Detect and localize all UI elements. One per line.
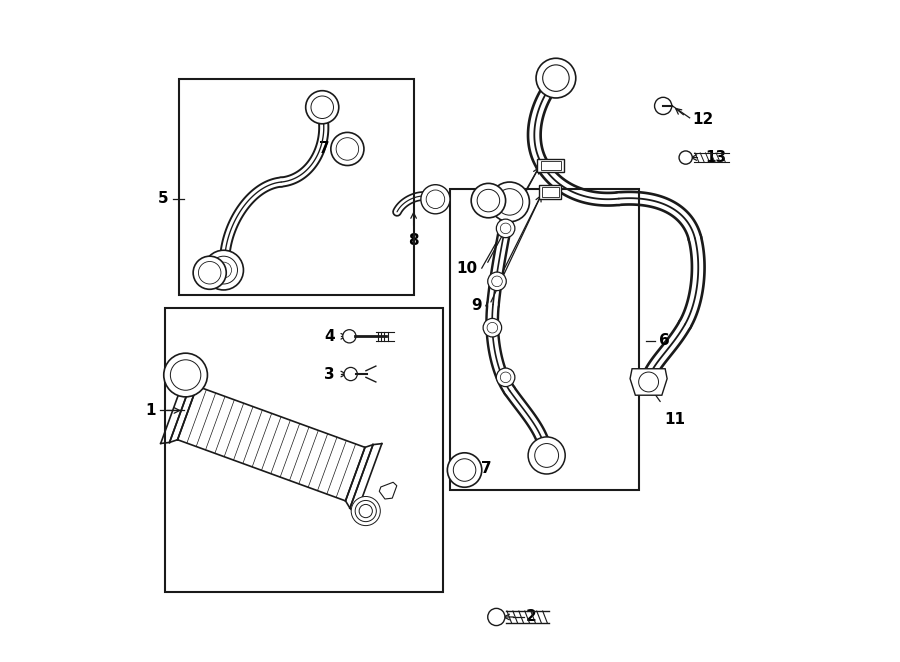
Circle shape bbox=[170, 359, 201, 390]
Circle shape bbox=[331, 132, 364, 166]
Circle shape bbox=[356, 500, 376, 522]
Circle shape bbox=[359, 504, 373, 518]
Circle shape bbox=[203, 250, 244, 290]
Circle shape bbox=[488, 608, 505, 626]
Text: 2: 2 bbox=[526, 610, 537, 624]
Polygon shape bbox=[541, 161, 561, 170]
Text: 9: 9 bbox=[472, 299, 482, 313]
Circle shape bbox=[336, 138, 358, 160]
Bar bbox=[450, 189, 639, 490]
Circle shape bbox=[680, 151, 692, 164]
Circle shape bbox=[496, 189, 523, 215]
Polygon shape bbox=[537, 159, 564, 172]
Circle shape bbox=[311, 96, 334, 118]
Bar bbox=[166, 308, 444, 592]
Text: 3: 3 bbox=[324, 367, 335, 381]
Text: 7: 7 bbox=[504, 193, 515, 208]
Circle shape bbox=[500, 372, 511, 383]
Circle shape bbox=[490, 182, 529, 222]
Text: 11: 11 bbox=[664, 412, 686, 427]
Circle shape bbox=[421, 185, 450, 214]
Circle shape bbox=[164, 353, 207, 397]
Text: 4: 4 bbox=[324, 329, 335, 344]
Text: 5: 5 bbox=[158, 191, 168, 206]
Bar bbox=[178, 79, 414, 295]
Circle shape bbox=[427, 190, 445, 209]
Circle shape bbox=[472, 183, 506, 218]
Text: 7: 7 bbox=[230, 264, 240, 279]
Circle shape bbox=[344, 367, 357, 381]
Circle shape bbox=[194, 256, 226, 289]
Text: 1: 1 bbox=[145, 403, 156, 418]
Polygon shape bbox=[630, 369, 667, 395]
Circle shape bbox=[351, 496, 381, 526]
Text: 8: 8 bbox=[409, 233, 419, 248]
Circle shape bbox=[210, 256, 238, 284]
Text: 10: 10 bbox=[456, 261, 478, 275]
Circle shape bbox=[306, 91, 338, 124]
Text: 7: 7 bbox=[319, 142, 329, 156]
Circle shape bbox=[543, 65, 569, 91]
Circle shape bbox=[198, 261, 220, 284]
Circle shape bbox=[491, 276, 502, 287]
Text: 12: 12 bbox=[692, 112, 714, 126]
Circle shape bbox=[639, 372, 659, 392]
Text: 6: 6 bbox=[659, 334, 670, 348]
Circle shape bbox=[343, 330, 356, 343]
Circle shape bbox=[477, 189, 500, 212]
Circle shape bbox=[447, 453, 482, 487]
Polygon shape bbox=[542, 187, 559, 197]
Circle shape bbox=[483, 318, 501, 337]
Circle shape bbox=[487, 322, 498, 333]
Polygon shape bbox=[379, 482, 397, 499]
Circle shape bbox=[454, 459, 476, 481]
Text: 13: 13 bbox=[705, 150, 726, 165]
Circle shape bbox=[496, 368, 515, 387]
Circle shape bbox=[216, 262, 231, 278]
Circle shape bbox=[535, 444, 559, 467]
Circle shape bbox=[488, 272, 507, 291]
Circle shape bbox=[496, 219, 515, 238]
Circle shape bbox=[500, 223, 511, 234]
Text: 7: 7 bbox=[482, 461, 491, 476]
Circle shape bbox=[536, 58, 576, 98]
Circle shape bbox=[654, 97, 671, 115]
Polygon shape bbox=[539, 185, 562, 199]
Circle shape bbox=[528, 437, 565, 474]
